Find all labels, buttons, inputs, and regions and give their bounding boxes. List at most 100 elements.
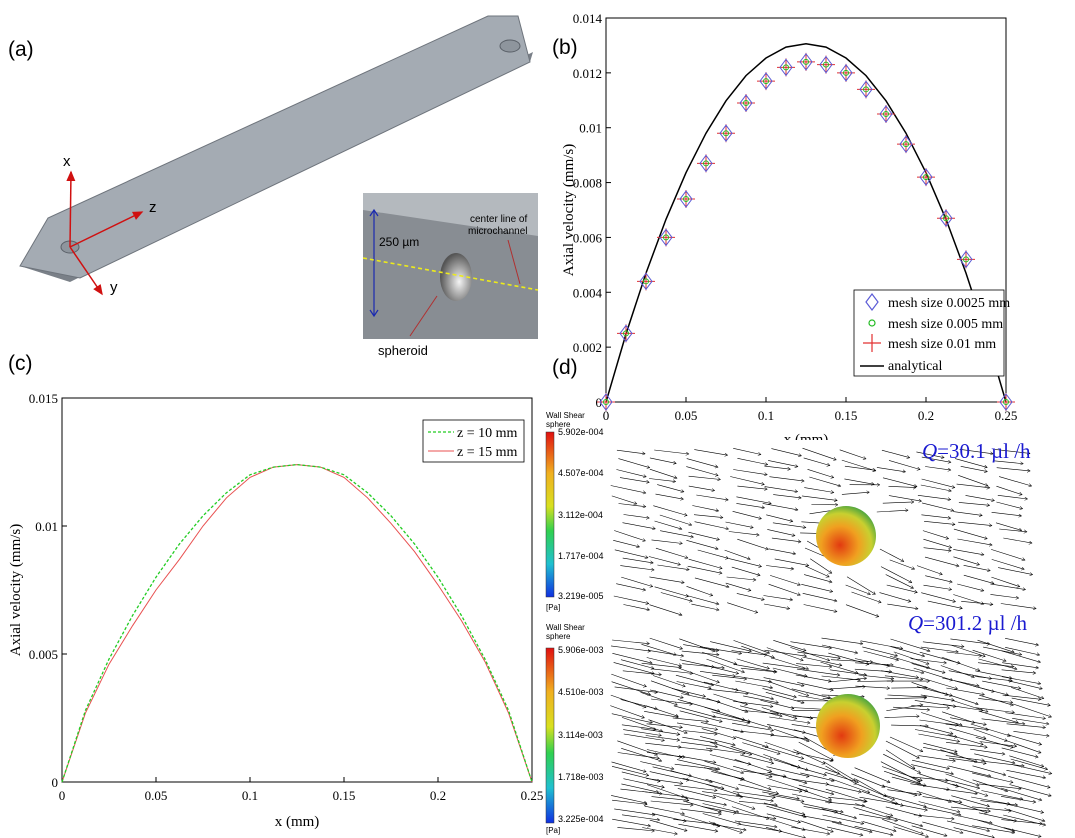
velocity-arrow xyxy=(652,540,683,544)
velocity-arrow xyxy=(650,458,676,464)
velocity-arrow xyxy=(804,458,830,466)
velocity-arrow xyxy=(674,706,716,717)
velocity-arrow xyxy=(1002,663,1038,668)
velocity-arrow xyxy=(890,560,915,569)
velocity-arrow xyxy=(691,604,719,610)
velocity-arrow xyxy=(801,584,832,591)
velocity-arrow xyxy=(648,650,683,656)
flow-rate-top: Q=30.1 µl /h xyxy=(922,439,1031,463)
velocity-arrow xyxy=(825,802,864,806)
velocity-arrow xyxy=(732,716,771,728)
velocity-arrow xyxy=(766,778,808,791)
velocity-arrow xyxy=(767,767,810,777)
velocity-arrow xyxy=(923,539,951,548)
spheroid-bottom xyxy=(816,694,880,758)
velocity-arrow xyxy=(889,496,922,502)
velocity-arrow xyxy=(611,486,646,494)
chart-c-ytick-label: 0.015 xyxy=(29,391,58,406)
velocity-arrow xyxy=(687,596,719,605)
velocity-arrow xyxy=(713,694,747,705)
velocity-arrow xyxy=(885,716,920,718)
velocity-arrow xyxy=(951,645,985,656)
velocity-arrow xyxy=(918,734,959,742)
velocity-arrow xyxy=(792,779,829,784)
velocity-arrow xyxy=(958,522,992,525)
velocity-arrow xyxy=(826,766,857,784)
velocity-arrow xyxy=(999,477,1032,486)
chart-c-ytick-label: 0 xyxy=(52,775,59,790)
velocity-arrow xyxy=(650,469,677,478)
velocity-arrow xyxy=(763,754,800,767)
velocity-arrow xyxy=(887,604,918,609)
velocity-arrow xyxy=(1005,638,1038,645)
colorbar-top-tick-3: 3.112e-004 xyxy=(558,510,603,520)
velocity-arrow xyxy=(804,605,837,612)
velocity-arrow xyxy=(990,594,1018,598)
velocity-arrow xyxy=(730,477,764,485)
velocity-arrow xyxy=(623,558,654,563)
velocity-arrow xyxy=(620,478,649,483)
colorbar-top-tick-5: 3.219e-005 xyxy=(558,591,604,601)
velocity-arrow xyxy=(802,816,842,824)
legend-mesh-0025: mesh size 0.0025 mm xyxy=(888,296,1010,311)
velocity-arrow xyxy=(889,486,917,487)
velocity-arrow xyxy=(612,682,651,695)
velocity-arrow xyxy=(741,646,774,658)
velocity-arrow xyxy=(957,584,984,591)
velocity-arrow xyxy=(641,692,678,705)
chart-c-xtick-label: 0.2 xyxy=(430,788,446,803)
velocity-arrow xyxy=(890,737,923,752)
velocity-arrow xyxy=(649,577,684,583)
colorbar-bottom xyxy=(546,648,554,823)
velocity-arrow xyxy=(910,784,949,790)
velocity-arrow xyxy=(921,485,952,491)
velocity-arrow xyxy=(653,676,685,687)
velocity-arrow xyxy=(961,466,988,471)
velocity-arrow xyxy=(918,495,951,499)
velocity-arrow xyxy=(790,642,831,649)
velocity-arrow xyxy=(736,497,771,504)
velocity-arrow xyxy=(886,705,923,711)
velocity-arrow xyxy=(998,495,1028,499)
velocity-arrow xyxy=(617,827,654,831)
velocity-arrow xyxy=(647,752,685,757)
velocity-arrow xyxy=(694,450,727,456)
velocity-arrow xyxy=(616,584,645,591)
velocity-arrow xyxy=(881,762,920,782)
velocity-arrow xyxy=(615,687,658,693)
velocity-arrow xyxy=(801,821,834,832)
velocity-arrow xyxy=(796,675,831,681)
velocity-arrow xyxy=(883,478,917,487)
microchannel-illustration: x z y 250 µm center line of microchannel… xyxy=(0,0,550,360)
velocity-arrow xyxy=(695,522,729,529)
velocity-arrow xyxy=(738,784,778,793)
velocity-arrow xyxy=(651,801,693,805)
velocity-arrow xyxy=(925,557,959,566)
velocity-arrow xyxy=(687,459,718,468)
velocity-arrow xyxy=(773,523,806,528)
velocity-arrow xyxy=(964,565,991,570)
velocity-arrow xyxy=(686,467,718,476)
velocity-arrow xyxy=(623,605,649,610)
velocity-arrow xyxy=(764,604,790,609)
velocity-arrow xyxy=(619,504,646,507)
velocity-arrow xyxy=(946,742,987,747)
velocity-arrow xyxy=(859,675,894,679)
velocity-arrow xyxy=(992,512,1022,516)
velocity-arrow xyxy=(822,645,858,653)
velocity-arrow xyxy=(614,596,649,604)
velocity-arrow xyxy=(914,668,953,680)
velocity-arrow xyxy=(978,698,1013,702)
velocity-arrow xyxy=(769,717,810,723)
velocity-arrow xyxy=(656,548,688,558)
spheroid-top xyxy=(816,506,876,566)
velocity-arrow xyxy=(1005,740,1041,753)
velocity-arrow xyxy=(914,815,954,819)
velocity-arrow xyxy=(775,559,809,566)
velocity-arrow xyxy=(649,605,682,616)
velocity-arrow xyxy=(804,575,832,583)
velocity-arrow xyxy=(923,797,962,803)
velocity-arrow xyxy=(877,467,906,471)
velocity-arrow xyxy=(610,706,644,718)
